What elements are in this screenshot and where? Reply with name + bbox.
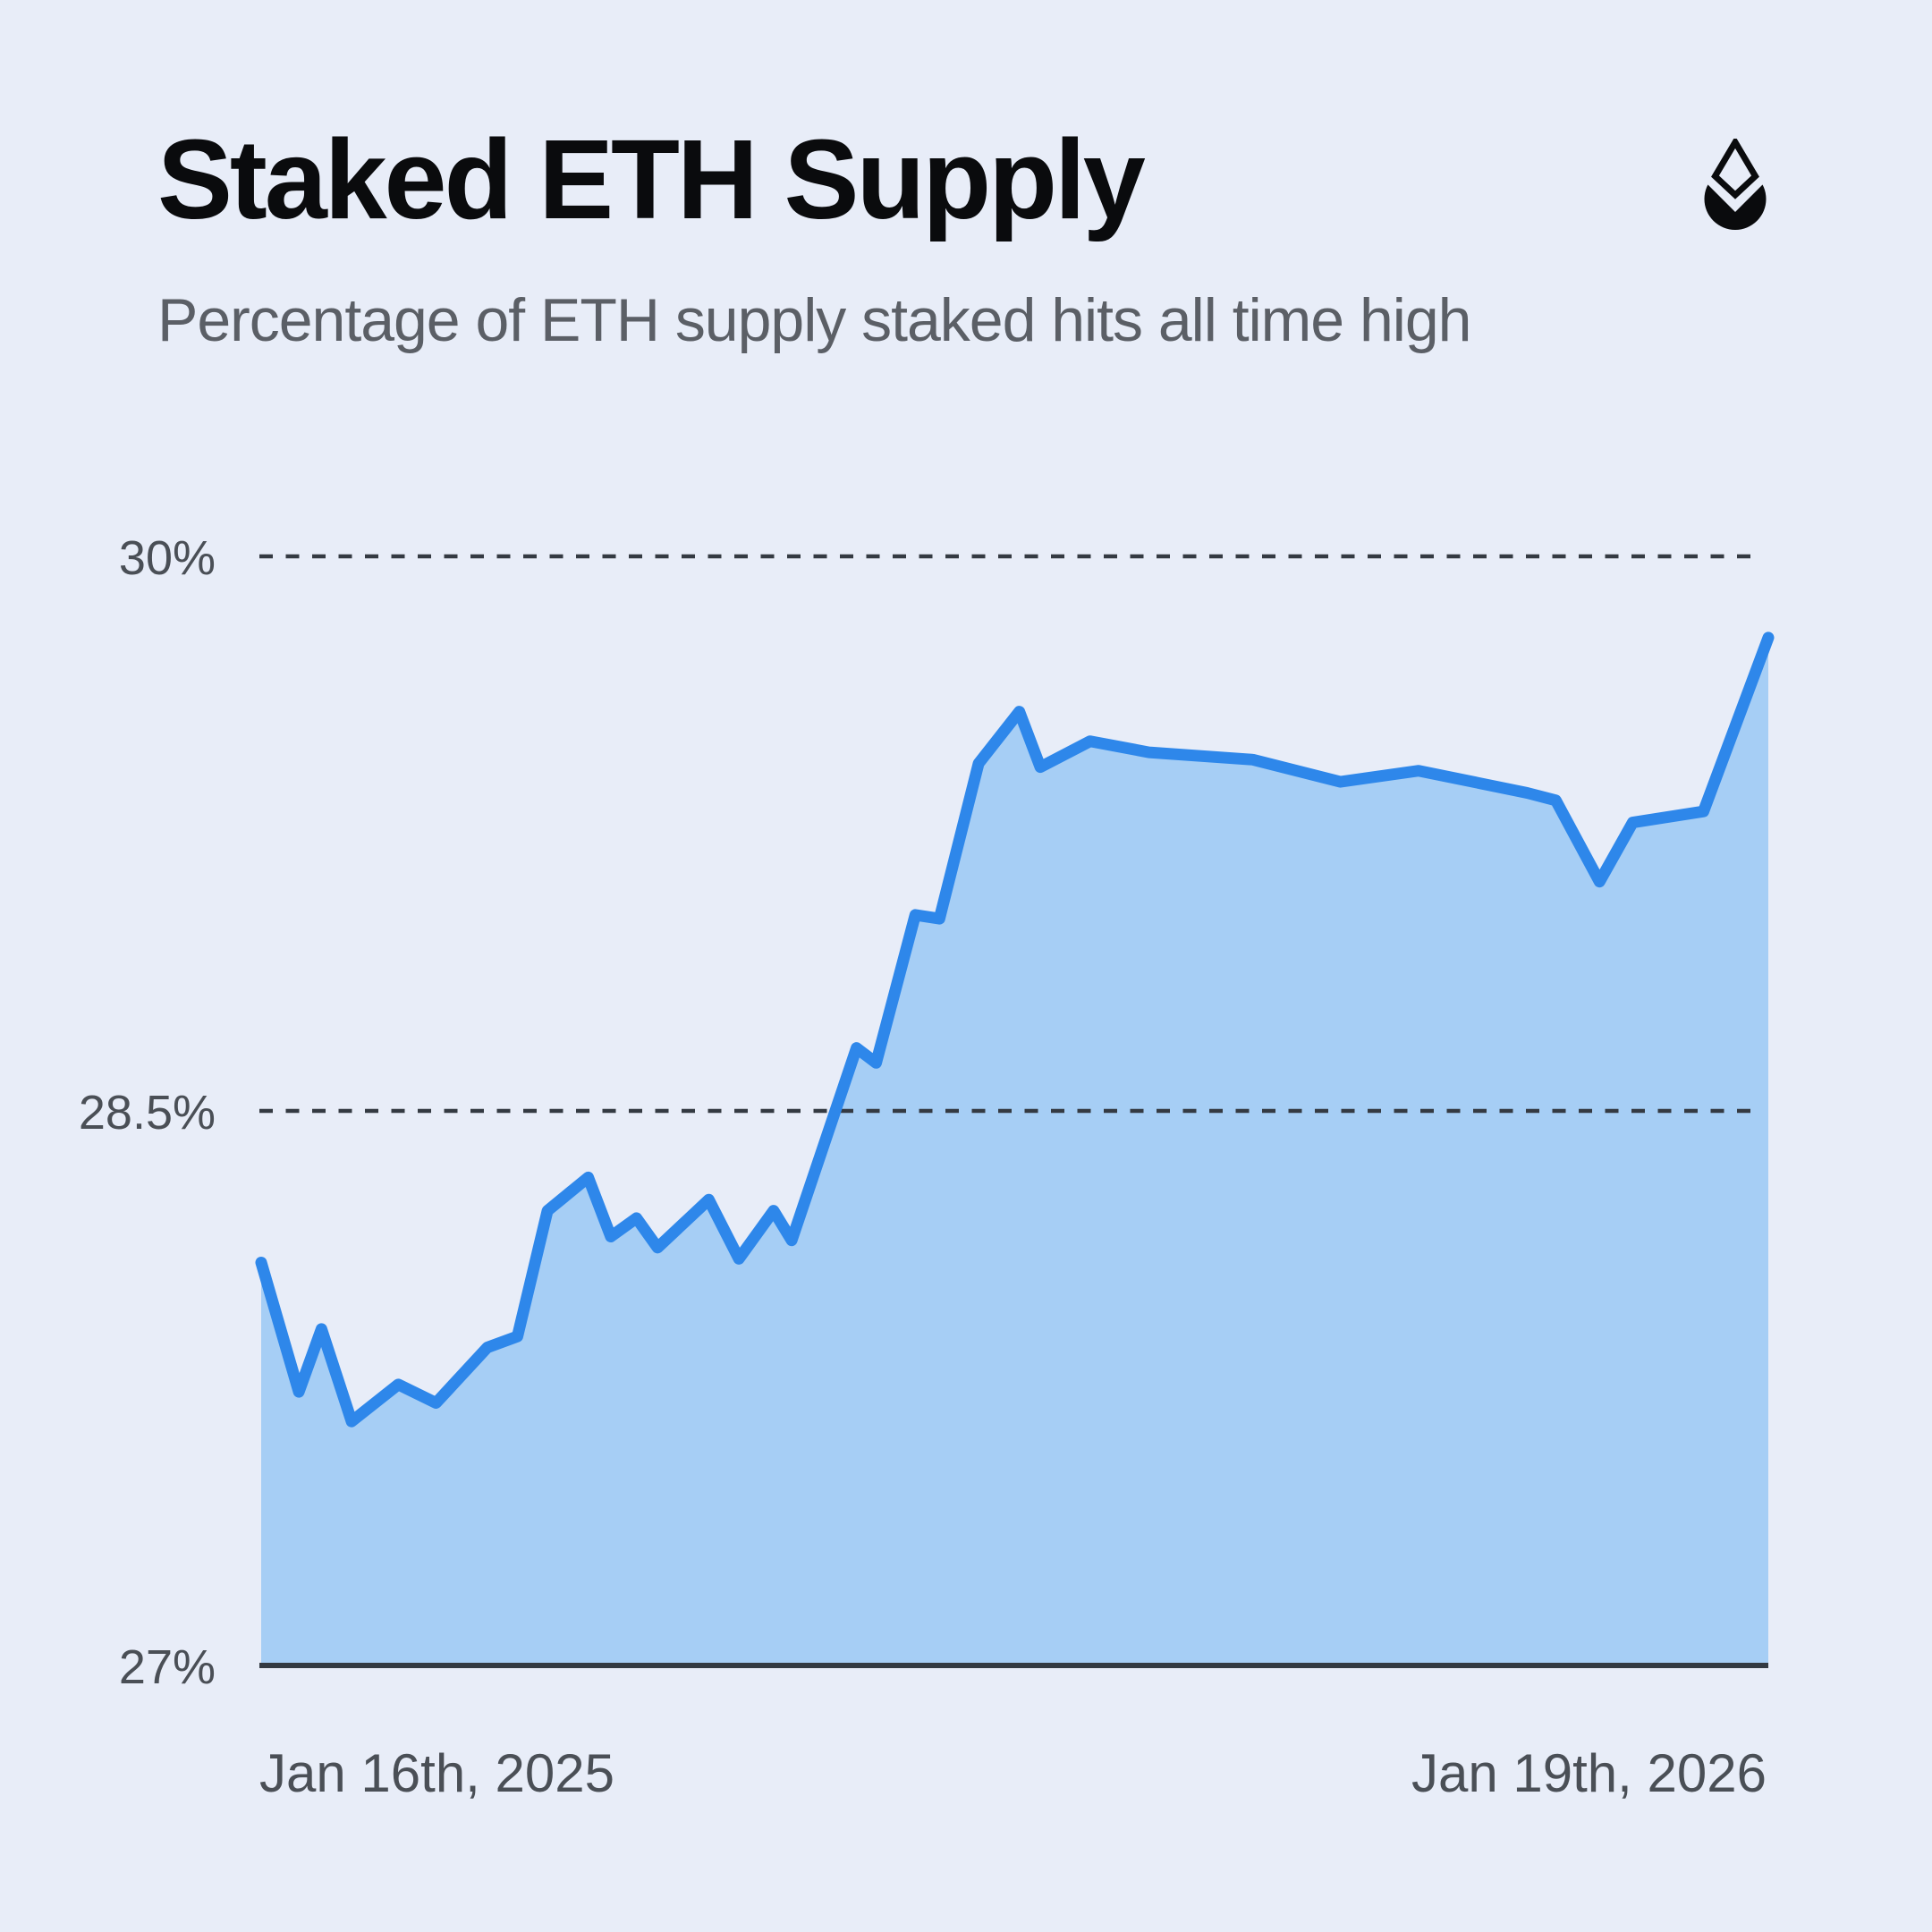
series-line xyxy=(255,631,1775,1428)
eth-droplet-logo-icon xyxy=(1699,139,1771,230)
y-tick-label-28-5: 28.5% xyxy=(79,1086,216,1140)
series-area xyxy=(261,637,1768,1665)
x-axis-label-start: Jan 16th, 2025 xyxy=(259,1743,614,1803)
y-tick-label-27: 27% xyxy=(119,1640,216,1694)
page-title: Staked ETH Supply xyxy=(157,116,1146,242)
x-axis-label-end: Jan 19th, 2026 xyxy=(1411,1743,1767,1803)
y-tick-label-30: 30% xyxy=(119,531,216,585)
logo-diamond-outline xyxy=(1711,139,1759,199)
page-subtitle: Percentage of ETH supply staked hits all… xyxy=(157,286,1471,354)
